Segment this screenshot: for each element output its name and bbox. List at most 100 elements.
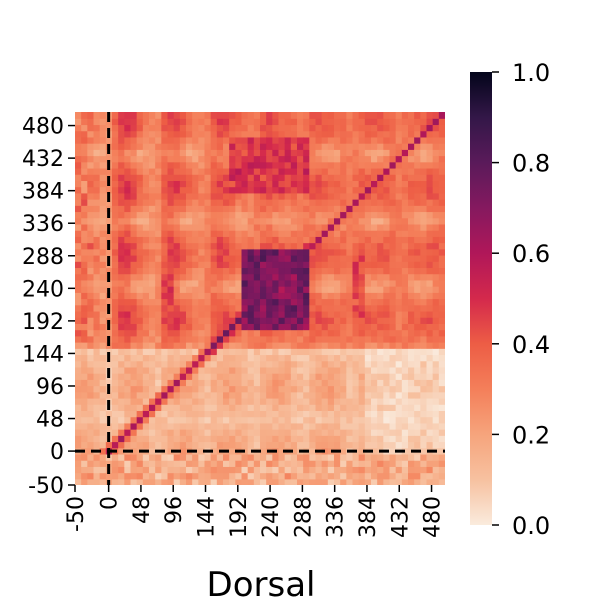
heatmap-cell	[321, 404, 329, 411]
heatmap-cell	[87, 155, 95, 163]
heatmap-cell	[321, 348, 329, 356]
heatmap-cell	[309, 273, 317, 281]
heatmap-cell	[81, 136, 88, 144]
heatmap-cell	[167, 466, 175, 474]
heatmap-cell	[315, 267, 323, 275]
heatmap-cell	[93, 410, 101, 418]
heatmap-cell	[371, 416, 378, 424]
heatmap-cell	[278, 124, 286, 132]
heatmap-cell	[371, 273, 378, 281]
heatmap-cell	[149, 230, 156, 237]
heatmap-cell	[81, 199, 88, 206]
heatmap-cell	[389, 130, 397, 138]
heatmap-cell	[223, 211, 230, 219]
heatmap-cell	[340, 429, 347, 436]
heatmap-cell	[112, 441, 119, 449]
heatmap-cell	[297, 236, 304, 244]
heatmap-cell	[167, 230, 175, 237]
heatmap-cell	[408, 149, 415, 157]
heatmap-cell	[438, 460, 445, 467]
heatmap-cell	[223, 292, 230, 300]
heatmap-cell	[81, 391, 88, 399]
heatmap-cell	[204, 453, 212, 461]
heatmap-cell	[112, 416, 119, 424]
heatmap-cell	[99, 174, 107, 181]
heatmap-cell	[303, 453, 310, 461]
heatmap-cell	[389, 211, 397, 219]
heatmap-cell	[303, 466, 310, 474]
heatmap-cell	[414, 205, 421, 213]
heatmap-cell	[432, 149, 440, 157]
heatmap-cell	[155, 354, 162, 362]
heatmap-cell	[260, 112, 267, 119]
heatmap-cell	[87, 317, 95, 324]
heatmap-cell	[358, 124, 366, 132]
heatmap-cell	[278, 167, 286, 175]
heatmap-cell	[210, 254, 218, 262]
heatmap-cell	[253, 354, 261, 362]
heatmap-cell	[198, 354, 206, 362]
heatmap-cell	[223, 124, 230, 132]
heatmap-cell	[179, 310, 187, 318]
heatmap-cell	[408, 254, 415, 262]
heatmap-cell	[383, 397, 391, 405]
heatmap-cell	[340, 118, 347, 126]
heatmap-cell	[272, 180, 280, 188]
heatmap-cell	[408, 348, 415, 356]
heatmap-cell	[192, 267, 199, 275]
heatmap-cell	[420, 466, 428, 474]
heatmap-cell	[173, 298, 181, 306]
heatmap-cell	[161, 379, 169, 387]
heatmap-cell	[75, 174, 82, 181]
heatmap-cell	[241, 366, 249, 374]
heatmap-cell	[167, 186, 175, 194]
heatmap-cell	[284, 261, 292, 269]
heatmap-cell	[315, 217, 323, 225]
heatmap-cell	[260, 453, 267, 461]
heatmap-cell	[303, 124, 310, 132]
heatmap-cell	[420, 310, 428, 318]
heatmap-cell	[216, 248, 224, 256]
heatmap-cell	[179, 441, 187, 449]
heatmap-cell	[223, 391, 230, 399]
heatmap-cell	[401, 342, 409, 349]
heatmap-cell	[420, 273, 428, 281]
heatmap-cell	[186, 429, 193, 436]
heatmap-cell	[321, 149, 329, 157]
heatmap-cell	[401, 466, 409, 474]
heatmap-cell	[192, 273, 199, 281]
heatmap-cell	[278, 223, 286, 231]
heatmap-cell	[155, 416, 162, 424]
heatmap-cell	[389, 404, 397, 411]
heatmap-cell	[290, 304, 298, 312]
heatmap-cell	[253, 136, 261, 144]
heatmap-cell	[426, 323, 434, 331]
heatmap-cell	[358, 354, 366, 362]
heatmap-cell	[130, 230, 138, 237]
heatmap-cell	[149, 329, 156, 337]
heatmap-cell	[112, 391, 119, 399]
heatmap-cell	[216, 460, 224, 467]
heatmap-cell	[112, 174, 119, 181]
heatmap-cell	[93, 292, 101, 300]
heatmap-cell	[383, 279, 391, 287]
heatmap-cell	[161, 124, 169, 132]
heatmap-cell	[136, 329, 144, 337]
heatmap-cell	[364, 441, 372, 449]
heatmap-cell	[87, 143, 95, 150]
heatmap-cell	[371, 161, 378, 169]
heatmap-cell	[235, 323, 243, 331]
heatmap-cell	[340, 130, 347, 138]
heatmap-cell	[303, 329, 310, 337]
heatmap-cell	[358, 304, 366, 312]
heatmap-cell	[241, 211, 249, 219]
heatmap-cell	[253, 441, 261, 449]
x-tick-label: 240	[259, 496, 284, 538]
heatmap-cell	[124, 186, 132, 194]
heatmap-cell	[253, 416, 261, 424]
heatmap-cell	[389, 422, 397, 430]
heatmap-cell	[383, 429, 391, 436]
heatmap-cell	[414, 242, 421, 250]
heatmap-cell	[284, 292, 292, 300]
heatmap-cell	[167, 304, 175, 312]
